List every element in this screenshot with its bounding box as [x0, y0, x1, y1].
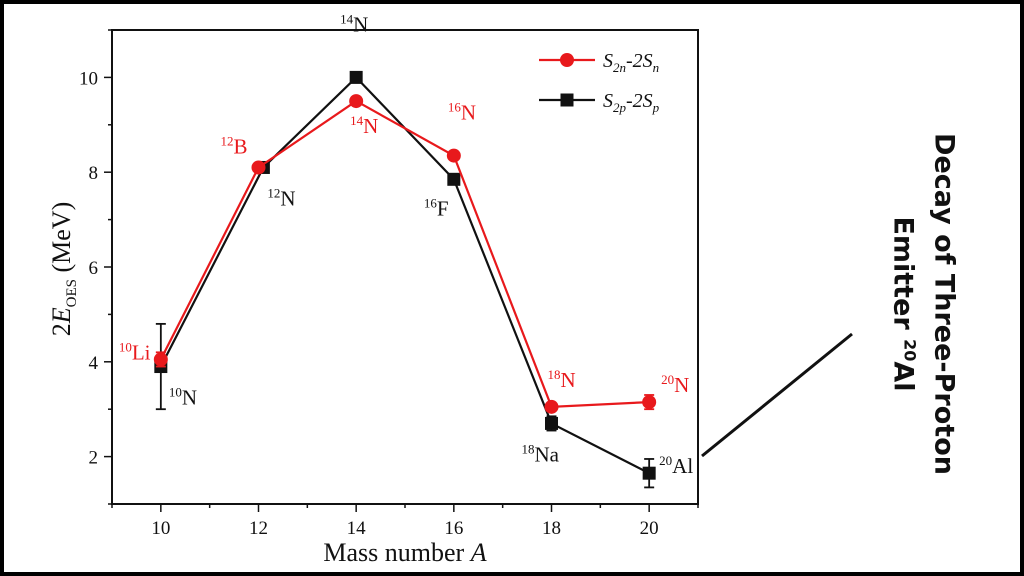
y-axis-title: 2EOES (MeV): [47, 202, 80, 337]
annotation-connector: [701, 332, 853, 458]
connector-line: [701, 332, 853, 458]
point-label-element: Na: [535, 442, 560, 466]
y-tick-label: 10: [79, 68, 98, 89]
legend-part: n: [653, 60, 660, 75]
y-axis-title-sub: OES: [64, 279, 80, 307]
point-label: 12B: [221, 133, 248, 158]
point-label-element: N: [363, 114, 378, 138]
point-label: 14N: [340, 11, 368, 36]
y-axis-title-var: E: [47, 307, 76, 324]
point-label: 20Al: [659, 453, 693, 478]
point-label-mass: 16: [424, 195, 438, 210]
point-label-mass: 18: [522, 441, 535, 456]
point-label: 18N: [548, 367, 576, 392]
point-label-element: N: [353, 12, 368, 36]
y-tick-label: 4: [89, 353, 99, 374]
point-label: 16N: [448, 100, 476, 125]
data-point: [545, 416, 558, 430]
point-label: 20N: [661, 372, 689, 397]
x-tick-label: 20: [640, 518, 659, 539]
point-label-mass: 12: [267, 185, 280, 200]
point-label-element: Al: [672, 454, 693, 478]
y-tick-label: 2: [89, 448, 99, 469]
y-tick-label: 8: [89, 163, 99, 184]
x-tick-label: 12: [249, 518, 268, 539]
point-label-mass: 10: [119, 339, 132, 354]
series-layer: [153, 70, 657, 489]
data-point: [251, 160, 266, 175]
point-label: 18Na: [522, 441, 560, 466]
data-point: [642, 395, 657, 410]
annotation-line-2: Emitter 20Al: [887, 216, 920, 392]
x-axis-title-var: A: [469, 538, 487, 567]
y-tick-label: 6: [89, 258, 99, 279]
point-label-element: Li: [132, 340, 151, 364]
point-label-mass: 18: [548, 367, 561, 382]
point-label-mass: 14: [350, 113, 364, 128]
x-tick-label: 18: [542, 518, 561, 539]
slide-frame: 10 12 14 16 18 20 2 4 6 8 10 Mass number A 2EOES (Me…: [4, 4, 1020, 572]
annotation-line-1: Decay of Three-Proton: [928, 133, 960, 475]
legend-label: S2p-2Sp: [603, 90, 660, 115]
point-label-mass: 20: [659, 453, 672, 468]
data-point: [447, 172, 461, 186]
point-label-mass: 14: [340, 11, 354, 26]
series-line: [159, 99, 650, 408]
x-axis-title-text: Mass number: [323, 538, 470, 567]
annotation-text: Decay of Three-Proton Emitter 20Al: [868, 124, 978, 484]
point-label-element: F: [437, 196, 449, 220]
legend-part: 2p: [613, 100, 627, 115]
data-point: [642, 466, 656, 480]
point-label-element: N: [280, 186, 295, 210]
legend-marker: [560, 53, 574, 67]
data-point: [544, 399, 559, 414]
point-label-element: N: [461, 101, 476, 125]
legend-part: S: [603, 50, 613, 72]
data-point: [349, 70, 363, 84]
point-label: 10Li: [119, 339, 151, 364]
legend-part: p: [652, 100, 660, 115]
data-point: [349, 94, 364, 109]
legend-part: -2S: [626, 50, 653, 72]
point-label-mass: 16: [448, 100, 462, 115]
point-label-element: N: [674, 373, 689, 397]
data-point: [446, 148, 461, 163]
point-label: 16F: [424, 195, 449, 220]
legend-label: S2n-2Sn: [603, 50, 659, 75]
legend-part: 2n: [613, 60, 626, 75]
point-label: 12N: [267, 185, 295, 210]
legend-part: -2S: [626, 90, 653, 112]
point-label-mass: 10: [169, 385, 182, 400]
point-label: 14N: [350, 113, 378, 138]
point-label: 10N: [169, 385, 197, 410]
point-label-element: N: [182, 386, 197, 410]
point-label-mass: 20: [661, 372, 674, 387]
series-s2n: [153, 94, 657, 414]
point-label-element: B: [234, 134, 248, 158]
y-axis-title-prefix: 2: [47, 323, 76, 336]
point-label-element: N: [561, 368, 576, 392]
x-axis-title: Mass number A: [323, 538, 486, 567]
x-tick-label: 14: [347, 518, 367, 539]
y-axis-title-unit: (MeV): [47, 202, 76, 279]
legend-part: S: [603, 90, 613, 112]
x-tick-label: 10: [151, 518, 170, 539]
x-tick-label: 16: [444, 518, 463, 539]
data-point: [153, 352, 168, 367]
legend-marker: [560, 93, 574, 107]
point-label-mass: 12: [221, 133, 234, 148]
